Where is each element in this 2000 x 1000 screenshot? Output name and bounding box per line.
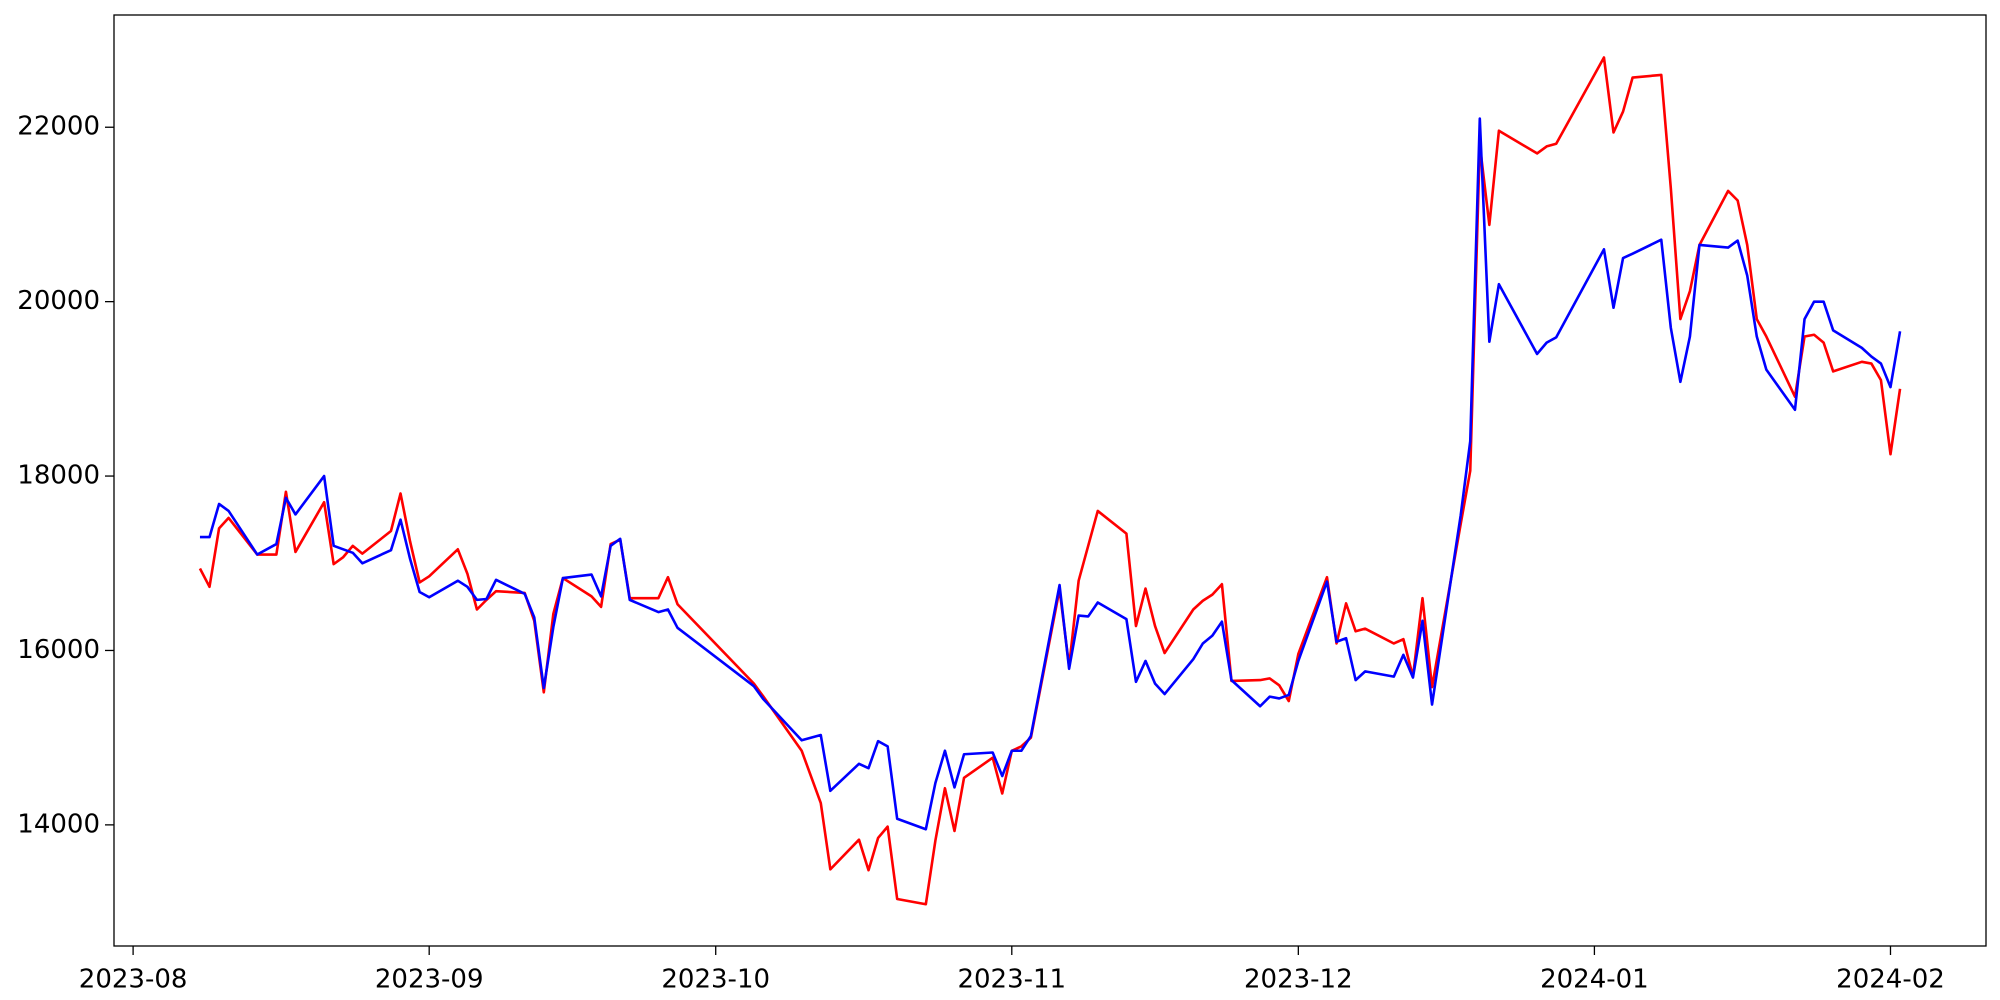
x-tick-label: 2024-02 — [1836, 965, 1945, 995]
plot-frame — [113, 14, 1987, 947]
x-tick-label: 2024-01 — [1540, 965, 1649, 995]
y-tick-label: 20000 — [17, 286, 100, 316]
x-tick-label: 2023-10 — [661, 965, 770, 995]
series-line — [198, 56, 1902, 906]
y-tick-label: 16000 — [17, 635, 100, 665]
x-tick-label: 2023-12 — [1244, 965, 1353, 995]
series-line — [199, 117, 1902, 831]
x-tick-label: 2023-11 — [957, 965, 1066, 995]
y-tick-label: 22000 — [17, 112, 100, 142]
y-tick-label: 14000 — [17, 809, 100, 839]
y-tick-label: 18000 — [17, 461, 100, 491]
x-tick-label: 2023-09 — [375, 965, 484, 995]
x-tick-label: 2023-08 — [79, 965, 188, 995]
